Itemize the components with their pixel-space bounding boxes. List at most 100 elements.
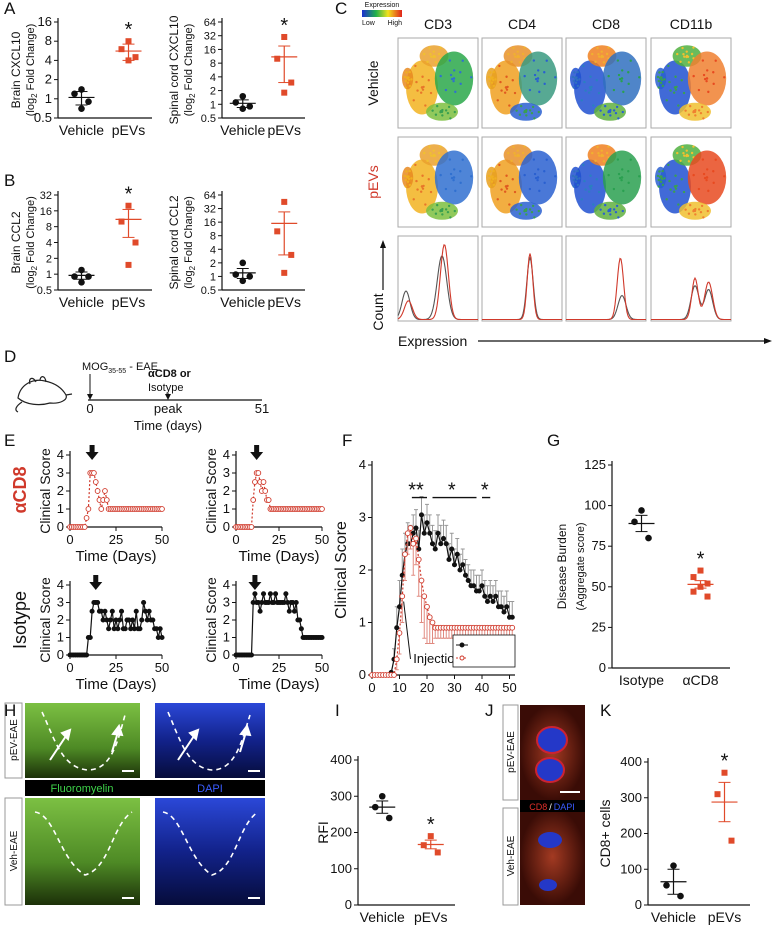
tsne-dot [543,82,546,86]
tsne-dot [712,181,715,185]
x-tick-label: 50 [155,660,169,675]
tsne-dot [575,78,579,82]
tsne-dot [404,185,407,188]
data-point [418,577,425,584]
tsne-dot [487,75,491,79]
tsne-dot [421,174,424,177]
y-tick-label: 100 [330,861,352,876]
data-point [257,608,263,614]
data-point [454,551,460,557]
tsne-dot [459,181,462,185]
y-tick-label: 400 [330,752,352,767]
text: Fold Change) [25,24,37,94]
tsne-dot [416,188,419,191]
y-tick-label: 4 [223,577,230,592]
tsne-dot [543,170,546,173]
data-point [391,672,397,678]
tsne-dot [488,185,491,188]
data-point [396,630,403,636]
timeline-tick: 51 [255,401,269,416]
data-point [118,608,125,614]
tsne-dot [701,158,705,161]
tsne-dot [583,179,586,183]
data-point [509,614,515,620]
data-point [291,608,298,614]
y-tick-label: 1 [223,630,230,645]
data-point [102,488,108,494]
y-tick-label: 100 [620,861,642,876]
tsne-dot [452,77,456,80]
tsne-dot [597,190,601,194]
tsne-dot [423,52,426,56]
tsne-dot [617,117,620,120]
y-tick-label: 8 [45,33,52,48]
tsne-dot [517,154,521,157]
label-band [520,800,585,812]
tsne-dot [432,149,435,152]
arrows [49,723,260,899]
data-point [274,228,281,235]
tsne-dot [512,46,515,50]
tsne-dot [706,209,709,213]
tsne-dot [422,85,425,89]
tsne-dot [578,177,581,180]
significance-label: ** [408,480,424,502]
panel-label: K [600,701,612,720]
tsne-dot [620,77,624,80]
y-tick-label: 0 [223,519,230,534]
data-point [663,882,670,889]
y-tick-label: 0 [223,647,230,662]
tsne-dot [622,189,625,193]
tsne-dot [669,89,672,92]
tsne-dot [525,207,528,211]
data-point [421,530,427,536]
tsne-dot [403,75,407,79]
tsne-dot [659,180,663,183]
tsne-dot [439,74,442,78]
tsne-dot [517,55,521,58]
tsne-dot [615,204,619,208]
tsne-dot [687,212,691,215]
data-point [288,79,295,86]
tsne-dot [612,88,616,92]
y-tick-label: 3 [57,595,64,610]
tsne-dot [429,151,432,155]
data-point [239,277,247,285]
tsne-dot [432,50,435,53]
y-tick-label: 4 [45,52,52,67]
tsne-dot [627,71,630,74]
y-axis-label: Clinical Score [203,448,219,534]
data-point [714,791,721,798]
tsne-dot [571,174,575,178]
tsne-dot [620,176,624,179]
tsne-dot [607,46,610,49]
y-tick-label: 32 [204,31,216,43]
tsne-dot [494,177,497,180]
data-point [252,591,258,597]
data-point [670,862,677,869]
tsne-dot [573,76,577,80]
tsne-dot [500,188,503,191]
tsne-dot [690,151,694,155]
x-tick-label: 50 [315,532,329,547]
axis-label: Expression [398,333,467,349]
text: (log [25,98,37,116]
data-point [490,598,496,605]
tsne-dot [510,60,513,63]
tsne-dot [685,149,688,152]
tsne-dot [437,151,441,155]
data-point [250,497,257,503]
arrowhead [87,394,93,400]
tsne-dot [506,85,509,89]
y-tick-label: 300 [620,790,642,805]
tsne-dot [518,160,522,163]
panel-label: A [4,0,16,18]
data-point [92,479,99,485]
data-point [137,626,143,632]
x-tick-label: 25 [109,532,123,547]
panel-label: G [547,431,560,450]
y-axis-label: Disease Burden [555,524,569,609]
series-line [372,514,513,676]
tsne-dot [431,109,434,112]
tsne-dot [627,170,630,173]
